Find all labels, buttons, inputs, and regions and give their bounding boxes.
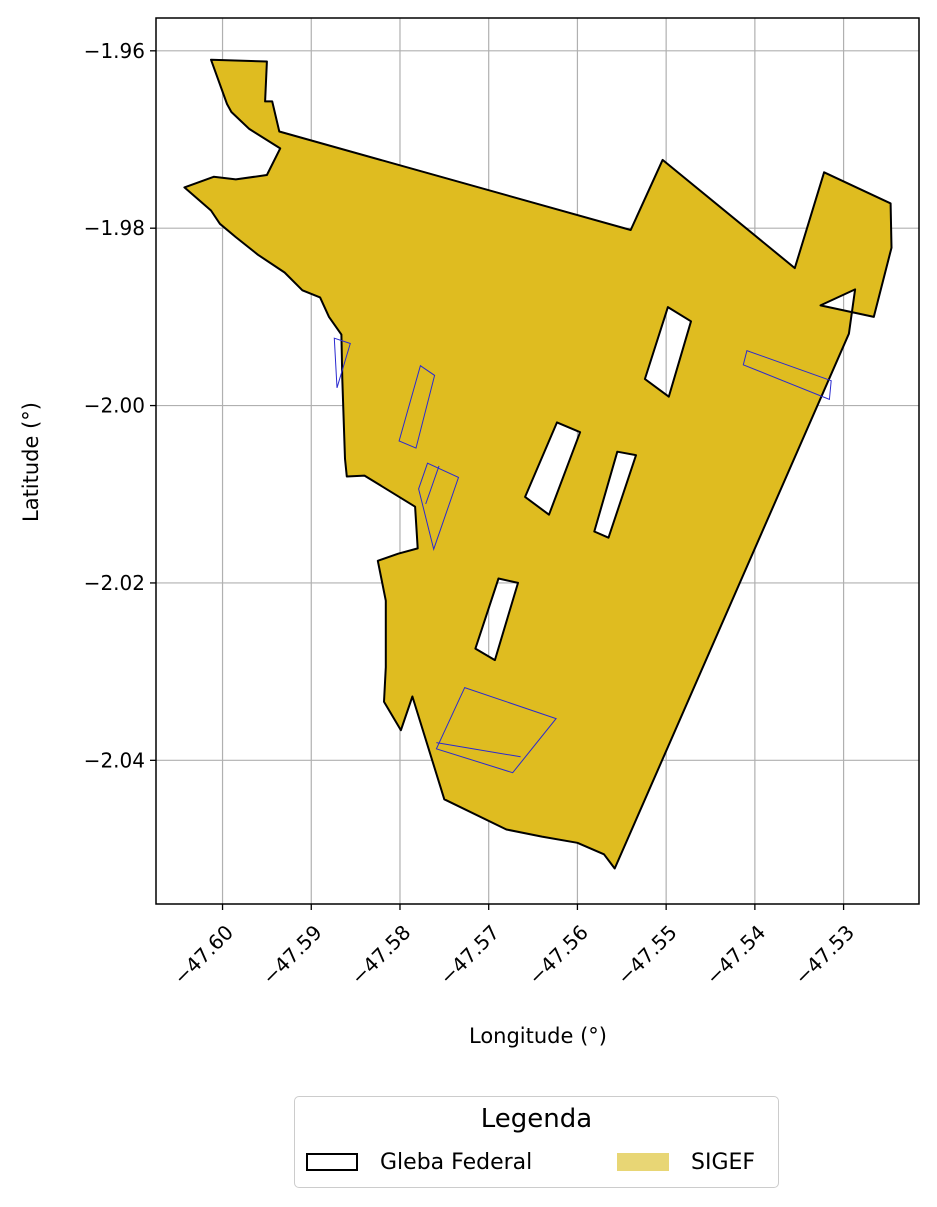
legend: Legenda Gleba Federal SIGEF [294,1096,779,1188]
legend-swatch-fill [617,1153,669,1171]
map-shapes [183,58,893,870]
gleba-federal-polygon [183,58,893,870]
x-tick-label: −47.55 [612,920,681,989]
sigef-parcel-outline [435,686,557,774]
legend-entry-gleba-federal: Gleba Federal [306,1149,532,1175]
y-tick-label: −1.96 [84,39,145,63]
legend-entry-sigef: SIGEF [617,1149,755,1175]
y-axis-title: Latitude (°) [19,402,43,522]
y-tick-label: −2.00 [84,394,145,418]
sigef-parcel-outline [418,462,460,551]
y-tick-label: −2.02 [84,571,145,595]
x-axis-title: Longitude (°) [469,1024,607,1048]
sigef-parcel-outline [333,337,351,388]
x-tick-label: −47.56 [524,920,593,989]
legend-label: Gleba Federal [380,1149,533,1175]
legend-swatch-outline [306,1153,358,1171]
legend-title: Legenda [480,1104,593,1134]
x-tick-label: −47.53 [790,920,859,989]
x-tick-label: −47.60 [169,920,238,989]
y-tick-label: −1.98 [84,216,145,240]
plot-area-frame [155,17,920,905]
y-tick-label: −2.04 [84,748,145,772]
x-tick-label: −47.59 [257,920,326,989]
legend-label: SIGEF [691,1149,756,1175]
sigef-parcel-outline [742,349,832,401]
sigef-parcel-outline [425,465,440,505]
sigef-parcel-outline [436,742,521,758]
x-tick-label: −47.57 [435,920,504,989]
sigef-parcel-outline [398,364,436,449]
x-tick-label: −47.58 [346,920,415,989]
x-tick-label: −47.54 [701,920,770,989]
